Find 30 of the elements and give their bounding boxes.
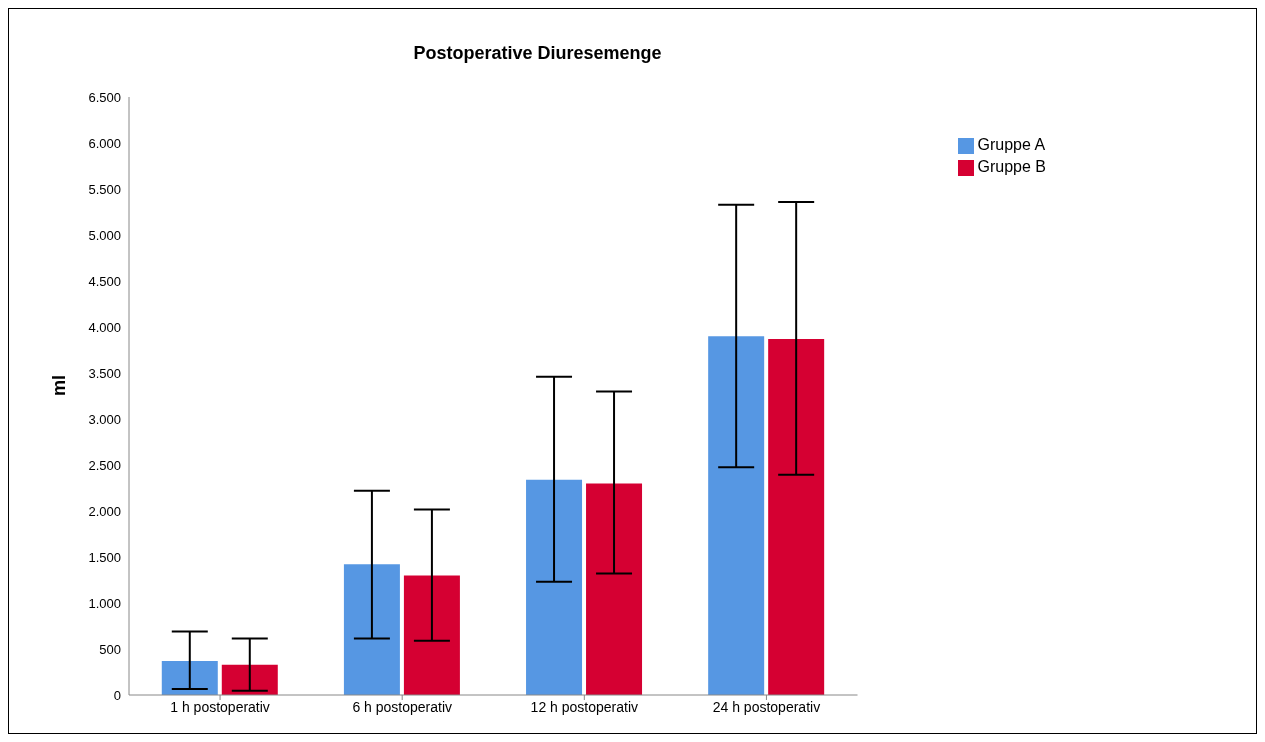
bar bbox=[161, 660, 218, 695]
x-tick-label: 6 h postoperativ bbox=[352, 698, 453, 715]
y-axis-title: ml bbox=[49, 374, 70, 396]
bar bbox=[403, 575, 460, 695]
x-tick-label: 1 h postoperativ bbox=[170, 698, 270, 715]
y-tick-label: 2.500 bbox=[88, 457, 121, 473]
y-tick-label: 5.500 bbox=[88, 181, 121, 197]
bar bbox=[586, 483, 643, 695]
bar bbox=[343, 564, 400, 695]
legend-label: Gruppe B bbox=[977, 158, 1046, 175]
bar bbox=[526, 479, 583, 695]
bar bbox=[221, 664, 278, 695]
bar bbox=[768, 338, 825, 695]
x-tick-label: 24 h postoperativ bbox=[712, 698, 821, 715]
legend-label: Gruppe A bbox=[977, 136, 1046, 153]
y-tick-label: 3.500 bbox=[88, 365, 121, 381]
chart-title: Postoperative Diuresemenge bbox=[412, 43, 663, 64]
y-tick-label: 500 bbox=[99, 641, 121, 657]
y-tick-label: 1.500 bbox=[88, 549, 121, 565]
y-tick-label: 6.500 bbox=[88, 89, 121, 105]
y-tick-label: 4.500 bbox=[88, 273, 121, 289]
y-tick-label: 4.000 bbox=[88, 319, 121, 335]
x-tick-label: 12 h postoperativ bbox=[530, 698, 639, 715]
y-tick-label: 0 bbox=[113, 687, 121, 703]
y-tick-label: 2.000 bbox=[88, 503, 121, 519]
y-tick-label: 1.000 bbox=[88, 595, 121, 611]
bar bbox=[708, 336, 765, 695]
y-tick-label: 6.000 bbox=[88, 135, 121, 151]
y-tick-label: 5.000 bbox=[88, 227, 121, 243]
y-tick-label: 3.000 bbox=[88, 411, 121, 427]
